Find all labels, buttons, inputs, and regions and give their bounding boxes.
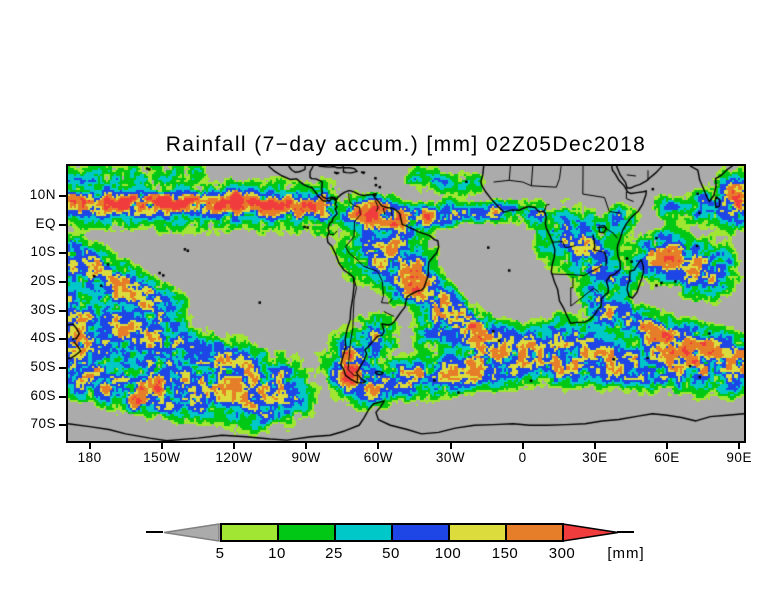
lon-tick-mark [160,443,163,449]
lon-tick-label: 120W [215,450,253,465]
colorbar-level-label: 300 [548,545,576,562]
lon-tick-label: 30E [582,450,608,465]
lon-tick-label: 30W [435,450,466,465]
lat-tick-label: 10S [30,244,56,260]
lat-tick-label: 70S [30,416,56,432]
lat-tick-mark [59,309,66,312]
colorbar-high-arrow [562,523,619,542]
lat-tick-mark [59,281,66,284]
lat-tick-mark [59,252,66,255]
lon-tick-label: 90E [726,450,752,465]
colorbar-level-label: 100 [434,545,462,562]
lon-tick-label: 60W [363,450,393,465]
lon-tick-mark [88,443,91,449]
colorbar-low-arrow [163,523,220,542]
rainfall-map-canvas [68,166,744,441]
colorbar-level-label: 5 [215,545,225,562]
lat-tick-label: 10N [29,187,56,203]
lat-tick-mark [59,395,66,398]
colorbar-level-label: 50 [382,545,400,562]
colorbar-segment [334,523,393,542]
lon-tick-label: 0 [518,450,527,465]
colorbar-high-arrow-shape [562,523,619,542]
lat-tick-mark [59,338,66,341]
colorbar-low-arrow-shape [163,523,220,542]
colorbar-high-tail [617,531,634,533]
lat-tick-mark [59,366,66,369]
lon-tick-label: 60E [654,450,680,465]
lon-tick-mark [521,443,524,449]
lon-tick-mark [593,443,596,449]
lat-tick-label: EQ [35,215,56,231]
lat-tick-label: 30S [30,301,56,317]
colorbar-level-label: 150 [491,545,519,562]
lat-tick-label: 60S [30,387,56,403]
colorbar-segment [391,523,450,542]
lat-tick-label: 40S [30,330,56,346]
colorbar-level-label: 10 [268,545,286,562]
lat-tick-label: 20S [30,273,56,289]
lat-tick-mark [59,424,66,427]
lon-tick-mark [232,443,235,449]
colorbar-segment [220,523,279,542]
lon-tick-label: 90W [291,450,321,465]
lat-tick-mark [59,223,66,226]
map-frame [66,164,746,443]
plot-title: Rainfall (7−day accum.) [mm] 02Z05Dec201… [165,133,647,156]
lon-tick-mark [738,443,741,449]
colorbar-level-label: 25 [325,545,343,562]
lat-tick-mark [59,195,66,198]
lon-tick-mark [305,443,308,449]
colorbar-segment [277,523,336,542]
colorbar-unit-label: [mm] [607,545,645,562]
lon-tick-label: 180 [77,450,102,465]
colorbar-segment [448,523,507,542]
lat-tick-label: 50S [30,358,56,374]
colorbar-low-tail [146,531,163,533]
lon-tick-mark [377,443,380,449]
lon-tick-label: 150W [143,450,181,465]
lon-tick-mark [449,443,452,449]
lon-tick-mark [666,443,669,449]
colorbar-segment [505,523,564,542]
